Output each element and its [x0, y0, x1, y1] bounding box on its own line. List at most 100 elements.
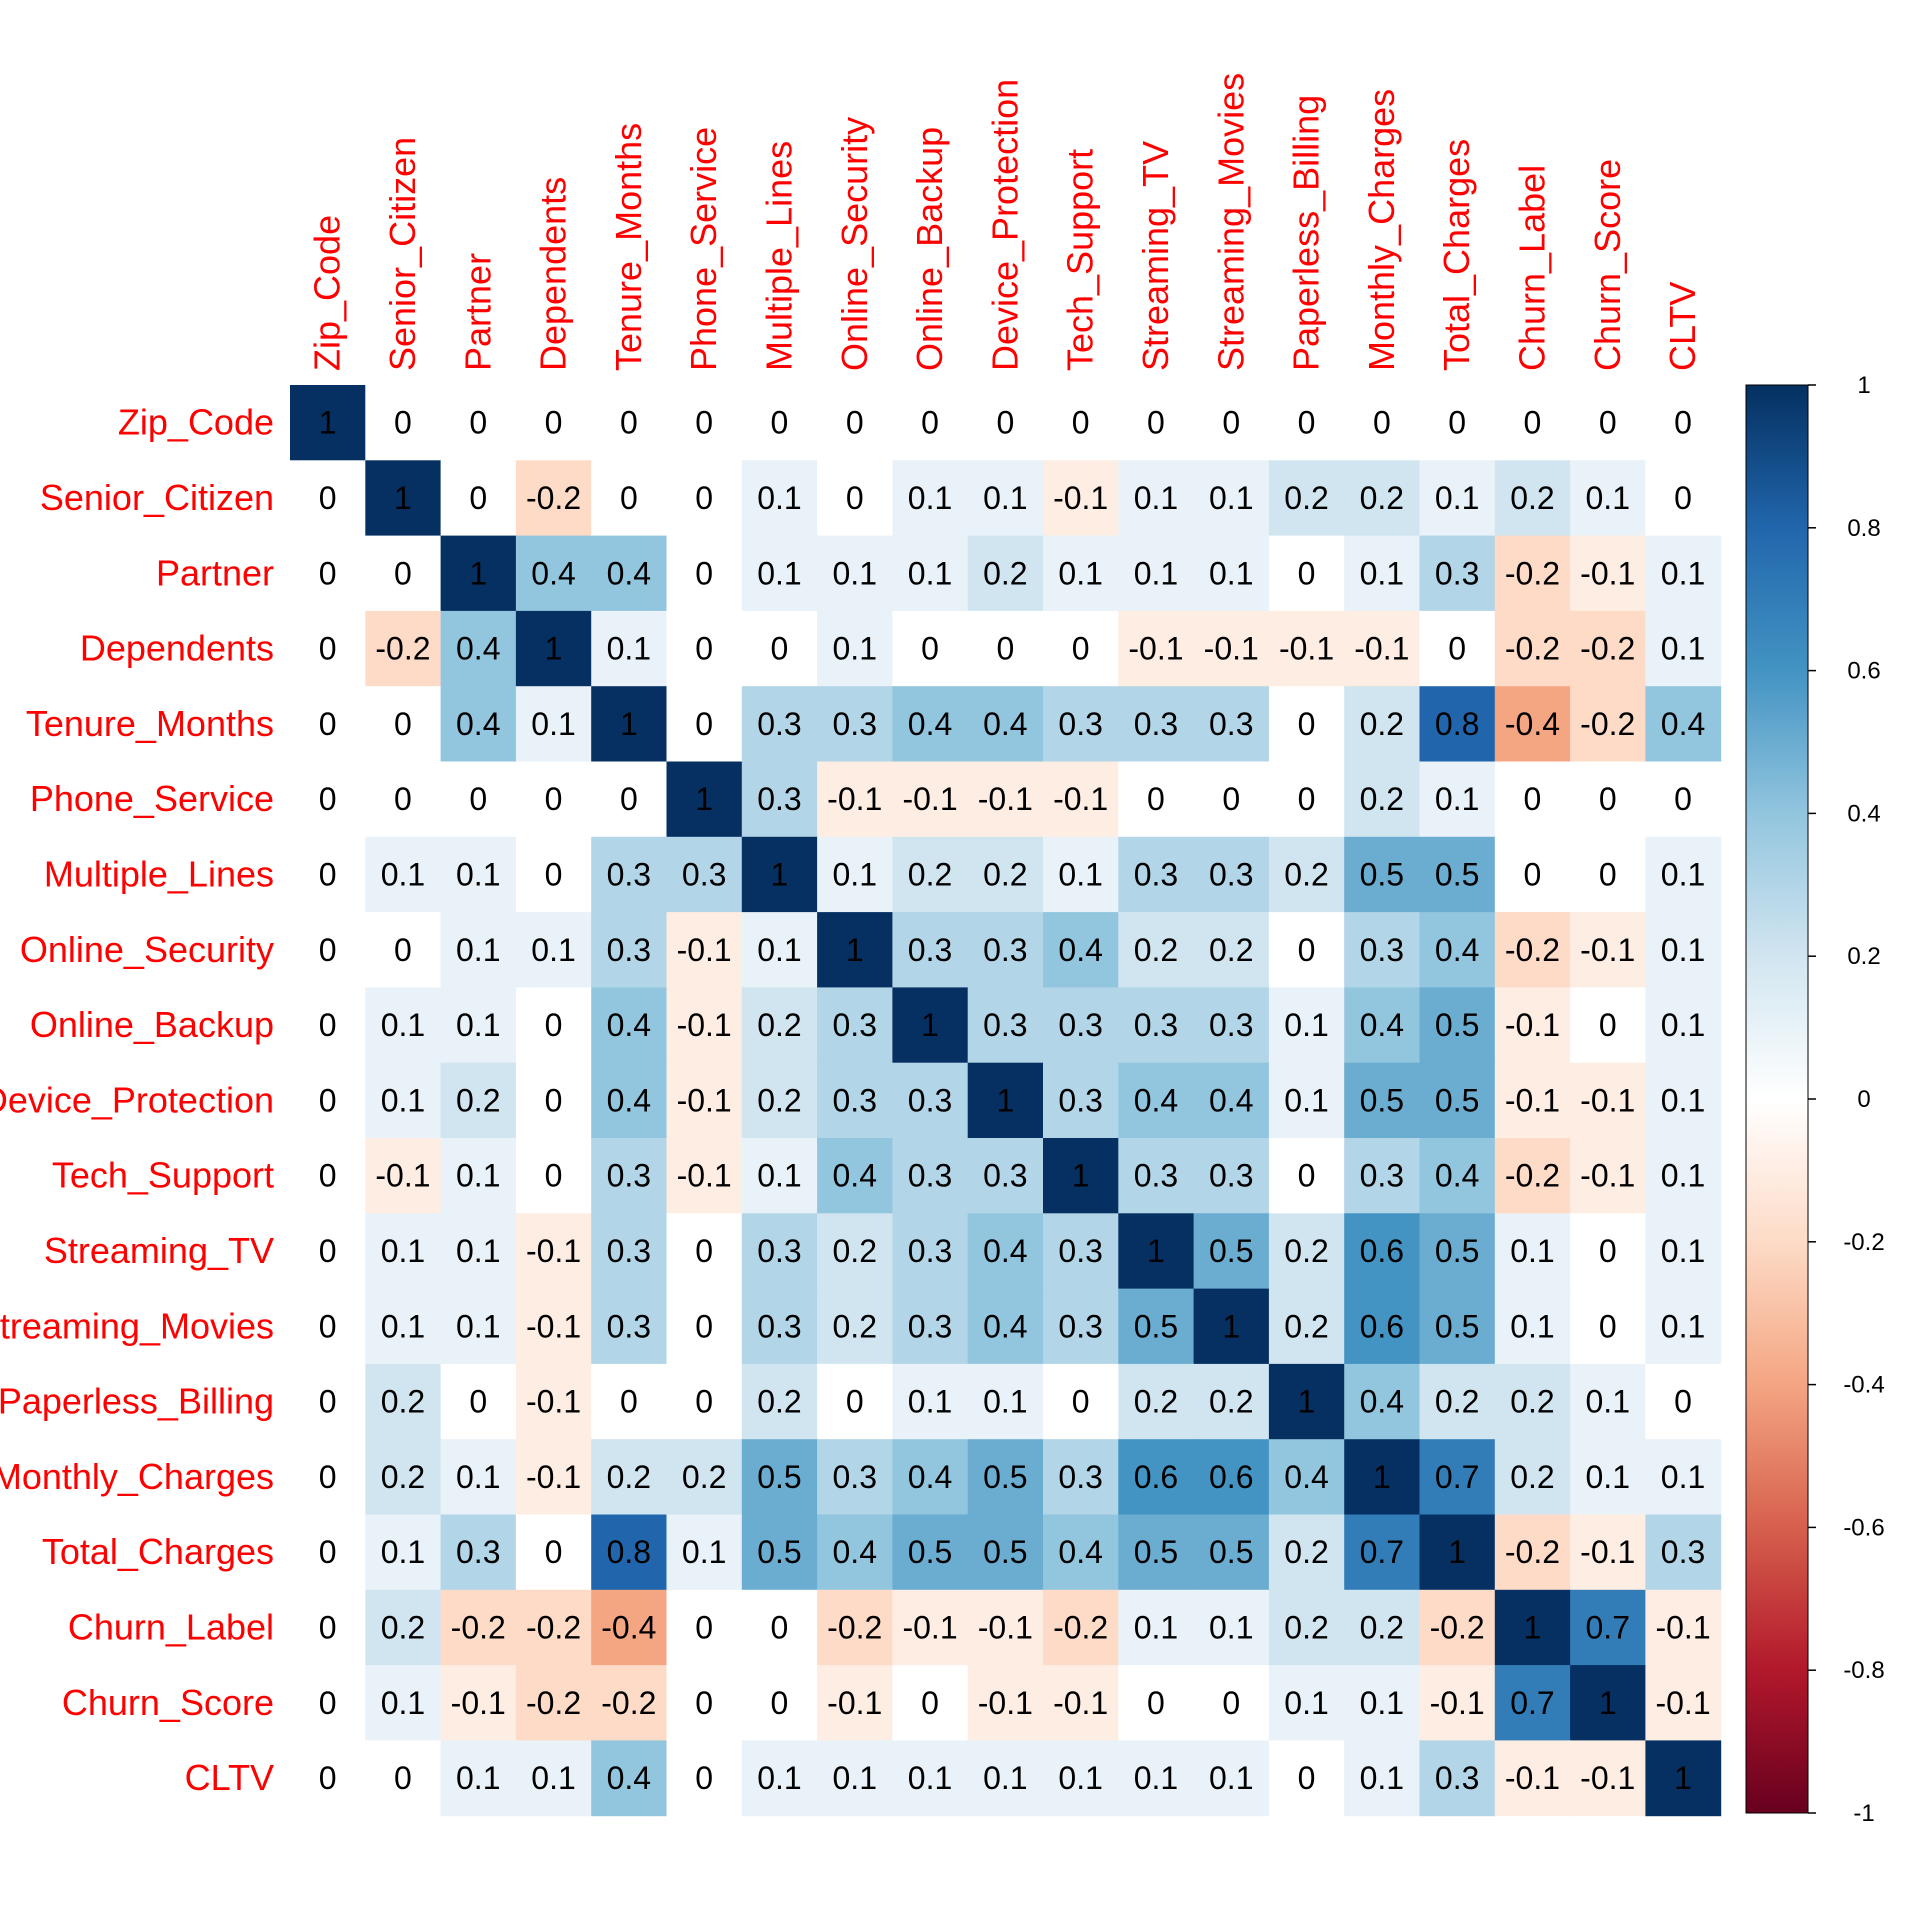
heatmap-cell [365, 1589, 442, 1666]
cell-value-label: -0.4 [1505, 706, 1560, 742]
cell-value-label: 0.1 [1284, 1007, 1328, 1043]
cell-value-label: 0.2 [1360, 480, 1404, 516]
legend-tick-label: 0.2 [1847, 943, 1880, 970]
heatmap-cell [365, 1439, 442, 1515]
cell-value-label: 0.5 [1435, 1082, 1479, 1118]
cell-value-label: 0.6 [1360, 1233, 1404, 1269]
cell-value-label: 0.1 [1661, 1007, 1705, 1043]
heatmap-cell [440, 1514, 517, 1591]
heatmap-cell [365, 1665, 442, 1741]
legend-tick-label: -0.8 [1843, 1657, 1884, 1684]
heatmap-cell [967, 1514, 1044, 1591]
cell-value-label: 0.5 [757, 1534, 801, 1570]
heatmap-cell [817, 610, 893, 687]
cell-value-label: 0 [545, 1082, 563, 1118]
cell-value-label: 0 [1599, 856, 1617, 892]
cell-value-label: 1 [1674, 1760, 1692, 1796]
cell-value-label: 0 [695, 706, 713, 742]
cell-value-label: 0.1 [682, 1534, 726, 1570]
heatmap-cell [817, 1740, 893, 1817]
cell-value-label: 0 [319, 1233, 337, 1269]
heatmap-cell [1419, 1665, 1496, 1741]
heatmap-cell [892, 1439, 969, 1515]
heatmap-cell [515, 385, 592, 461]
heatmap-cell [967, 460, 1044, 537]
cell-value-label: 0 [1147, 405, 1165, 441]
heatmap-cell [1043, 1062, 1119, 1139]
heatmap-cell [1118, 385, 1195, 461]
cell-value-label: 0 [1072, 1384, 1090, 1420]
cell-value-label: 0 [1674, 405, 1692, 441]
cell-value-label: 0.3 [607, 932, 651, 968]
heatmap-cell [591, 535, 667, 612]
cell-value-label: 0 [394, 1760, 412, 1796]
cell-value-label: -0.2 [1505, 555, 1560, 591]
cell-value-label: 0.1 [1058, 555, 1102, 591]
heatmap-cell [967, 385, 1044, 461]
row-labels: Zip_Code Senior_Citizen Partner Dependents T… [0, 402, 274, 1798]
cell-value-label: 0 [469, 781, 487, 817]
cell-value-label: 0 [1298, 405, 1316, 441]
cell-value-label: 0 [319, 1082, 337, 1118]
cell-value-label: 0.2 [1134, 1384, 1178, 1420]
cell-value-label: 0.3 [833, 706, 877, 742]
heatmap-cell [892, 610, 969, 687]
heatmap-cell [1494, 1665, 1571, 1741]
cell-value-label: 0.3 [833, 1459, 877, 1495]
cell-value-label: -0.1 [1204, 631, 1259, 667]
heatmap-cell [1118, 1439, 1195, 1515]
cell-value-label: 0.4 [1134, 1082, 1178, 1118]
cell-value-label: 1 [1147, 1233, 1165, 1269]
cell-value-label: 0 [695, 405, 713, 441]
heatmap-cell [290, 1363, 366, 1440]
cell-value-label: 0.5 [1360, 1082, 1404, 1118]
cell-value-label: 0 [1147, 1685, 1165, 1721]
cell-value-label: -0.1 [1580, 1158, 1635, 1194]
heatmap-cell [591, 987, 667, 1064]
heatmap-cell [666, 1514, 743, 1591]
cell-value-label: 0.2 [1284, 1534, 1328, 1570]
cell-value-label: 0.4 [1360, 1007, 1404, 1043]
heatmap-cell [817, 1439, 893, 1515]
heatmap-cell [1118, 1213, 1195, 1290]
heatmap-cell [1268, 460, 1345, 537]
cell-value-label: 0 [846, 1384, 864, 1420]
heatmap-cell [817, 1213, 893, 1290]
cell-value-label: 0.1 [1435, 781, 1479, 817]
heatmap-cell [440, 535, 517, 612]
cell-value-label: -0.2 [1505, 1158, 1560, 1194]
cell-value-label: 1 [620, 706, 638, 742]
cell-value-label: 0 [469, 480, 487, 516]
cell-value-label: 0.1 [1134, 1760, 1178, 1796]
heatmap-cell [1494, 1439, 1571, 1515]
row-label-senior-citizen: Senior_Citizen [40, 477, 274, 518]
heatmap-cell [1494, 987, 1571, 1064]
heatmap-cell [365, 987, 442, 1064]
heatmap-cell [290, 1138, 366, 1214]
heatmap-cell [1118, 1740, 1195, 1817]
cell-value-label: 0.1 [456, 1308, 500, 1344]
heatmap-cell [1344, 912, 1420, 988]
heatmap-cell [1570, 987, 1646, 1064]
cell-value-label: 0.4 [607, 1007, 651, 1043]
cell-value-label: 0.1 [381, 1007, 425, 1043]
heatmap-cell [515, 1363, 592, 1440]
cell-value-label: -0.1 [1053, 1685, 1108, 1721]
heatmap-cell [892, 385, 969, 461]
cell-value-label: 0.1 [1435, 480, 1479, 516]
cell-value-label: 0 [1448, 631, 1466, 667]
cell-value-label: 0.5 [1134, 1308, 1178, 1344]
cell-value-label: 0.2 [757, 1082, 801, 1118]
heatmap-cell [1193, 761, 1270, 838]
col-label-paperless-billing: Paperless_Billing [1286, 95, 1327, 371]
cell-value-label: 0.4 [908, 706, 952, 742]
heatmap-cell [741, 1740, 818, 1817]
heatmap-cell [1268, 987, 1345, 1064]
cell-value-label: 0.2 [1284, 480, 1328, 516]
cell-value-label: 0 [1298, 1158, 1316, 1194]
heatmap-cell [1570, 1062, 1646, 1139]
heatmap-cell [967, 912, 1044, 988]
heatmap-cell [515, 1062, 592, 1139]
cell-value-label: 0.4 [607, 1760, 651, 1796]
